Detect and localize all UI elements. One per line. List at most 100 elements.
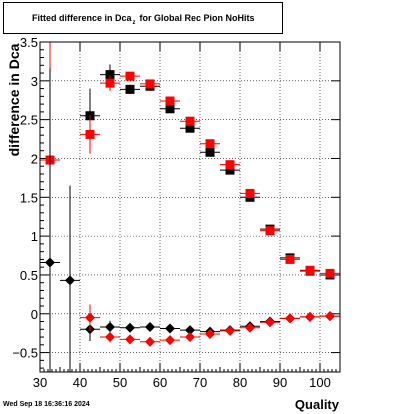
- chart-title-suffix: for Global Rec Pion NoHits: [139, 13, 255, 23]
- chart-title-subscript: z: [132, 20, 136, 26]
- x-tick-label: 80: [233, 375, 247, 390]
- data-point: [160, 323, 180, 334]
- square-marker: [285, 254, 295, 264]
- data-point: [40, 68, 60, 372]
- data-point: [120, 84, 140, 95]
- diamond-marker: [85, 312, 95, 323]
- y-tick-label: 3: [31, 74, 38, 89]
- square-marker: [145, 79, 155, 89]
- timestamp: Wed Sep 18 16:36:16 2024: [3, 401, 90, 408]
- square-marker: [265, 226, 275, 236]
- diamond-marker: [285, 313, 295, 324]
- y-tick-label: 3.5: [20, 35, 38, 50]
- plot-frame: [39, 41, 341, 373]
- data-point: [100, 331, 120, 343]
- diamond-marker: [65, 275, 75, 286]
- diamond-marker: [145, 336, 155, 347]
- diamond-marker: [325, 311, 335, 322]
- data-point: [200, 328, 220, 339]
- data-point: [120, 334, 140, 345]
- diamond-marker: [45, 257, 55, 268]
- data-point: [180, 116, 200, 126]
- data-point: [300, 265, 320, 275]
- data-point: [80, 304, 100, 331]
- data-point: [160, 335, 180, 346]
- square-marker: [125, 71, 135, 81]
- y-tick-label: 1.5: [20, 190, 38, 205]
- diamond-marker: [225, 325, 235, 336]
- x-tick-label: 60: [153, 375, 167, 390]
- x-tick-label: 50: [113, 375, 127, 390]
- diamond-marker: [185, 332, 195, 343]
- diamond-marker: [205, 328, 215, 339]
- x-tick-label: 100: [309, 375, 331, 390]
- diamond-marker: [125, 334, 135, 345]
- data-point: [260, 226, 280, 236]
- square-marker: [305, 265, 315, 275]
- data-point: [280, 313, 300, 324]
- data-point: [120, 322, 140, 333]
- axes: 30 40 50 60 70 80 90 100 −0.5 0 0.5 1 1.5 2 2.5 3 3.5: [12, 35, 341, 390]
- y-tick-label: 0.5: [20, 268, 38, 283]
- diamond-marker: [165, 323, 175, 334]
- data-point: [200, 139, 220, 149]
- chart-title-box: Fitted difference in Dcaz for Global Rec …: [3, 2, 283, 34]
- diamond-marker: [145, 321, 155, 332]
- data-point: [200, 147, 220, 157]
- data-point: [300, 311, 320, 322]
- square-marker: [165, 104, 175, 114]
- data-point: [60, 185, 80, 372]
- square-marker: [225, 160, 235, 170]
- square-marker: [125, 84, 135, 94]
- data-point: [320, 268, 340, 278]
- data-point: [180, 332, 200, 343]
- y-tick-label: 2.5: [20, 113, 38, 128]
- data-point: [240, 188, 260, 198]
- y-axis-label: difference in Dca: [6, 43, 22, 157]
- data-point: [120, 71, 140, 81]
- square-marker: [185, 123, 195, 133]
- diamond-marker: [125, 322, 135, 333]
- square-marker: [205, 147, 215, 157]
- y-tick-label: −0.5: [12, 346, 38, 361]
- x-tick-label: 90: [273, 375, 287, 390]
- y-tick-label: 2: [31, 151, 38, 166]
- data-point: [100, 320, 120, 334]
- square-marker: [185, 116, 195, 126]
- square-marker: [205, 139, 215, 149]
- data-point: [280, 254, 300, 264]
- plot-frame-bg: [40, 42, 340, 372]
- data-point: [220, 325, 240, 336]
- square-marker: [225, 165, 235, 175]
- data-point: [260, 317, 280, 328]
- diamond-marker: [265, 317, 275, 328]
- square-marker: [165, 96, 175, 106]
- chart-title-main: Fitted difference in Dca: [32, 13, 132, 23]
- data-point: [160, 104, 180, 114]
- data-point: [320, 311, 340, 322]
- diamond-marker: [165, 335, 175, 346]
- square-marker: [105, 78, 115, 88]
- y-tick-label: 0: [31, 307, 38, 322]
- data-point: [140, 321, 160, 332]
- data-point: [80, 114, 100, 154]
- square-marker: [105, 70, 115, 80]
- diamond-marker: [105, 321, 115, 332]
- data-point: [180, 123, 200, 133]
- data-point: [220, 160, 240, 170]
- data-point: [140, 336, 160, 347]
- data-point: [240, 322, 260, 333]
- data-points: [40, 42, 340, 372]
- square-marker: [245, 188, 255, 198]
- square-marker: [85, 129, 95, 139]
- x-tick-label: 70: [193, 375, 207, 390]
- diamond-marker: [185, 325, 195, 336]
- x-axis-label: Quality: [294, 397, 339, 412]
- data-point: [180, 325, 200, 336]
- chart-title: Fitted difference in Dcaz for Global Rec …: [32, 13, 255, 26]
- diamond-marker: [305, 311, 315, 322]
- x-tick-label: 40: [73, 375, 87, 390]
- diamond-marker: [245, 322, 255, 333]
- x-tick-label: 30: [33, 375, 47, 390]
